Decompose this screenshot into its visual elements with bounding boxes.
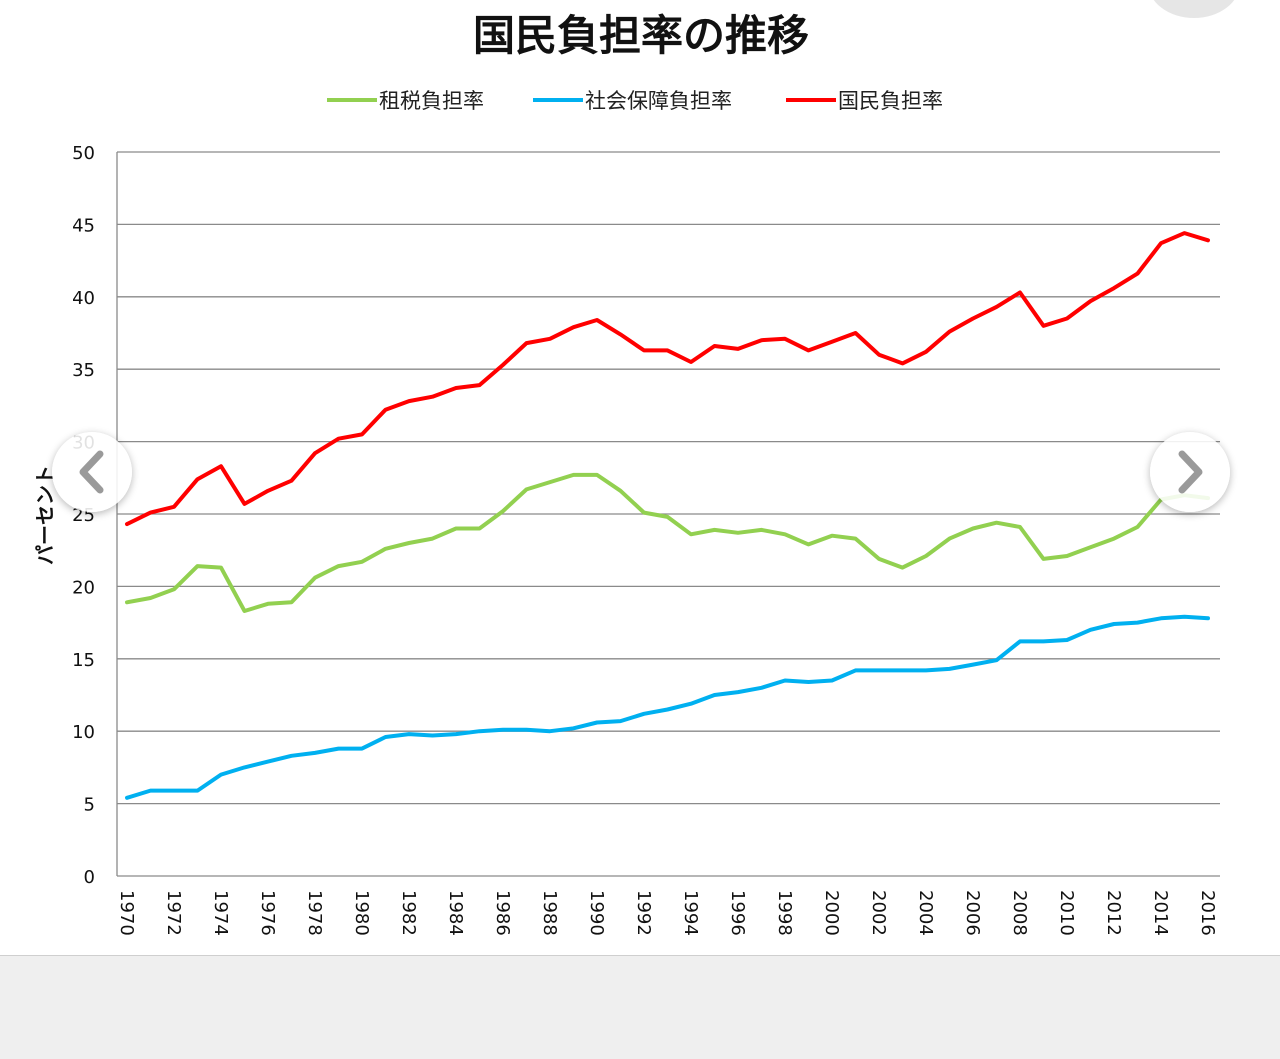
- x-tick-label: 2014: [1150, 890, 1171, 936]
- x-tick-label: 2010: [1056, 890, 1077, 936]
- y-axis-ticks: 05101520253035404550: [72, 143, 95, 888]
- x-tick-label: 1994: [680, 890, 701, 936]
- x-tick-label: 1970: [116, 890, 137, 936]
- carousel-prev-button[interactable]: [52, 432, 132, 512]
- x-tick-label: 2000: [821, 890, 842, 936]
- chevron-left-icon: [79, 450, 104, 494]
- legend: 租税負担率 社会保障負担率 国民負担率: [327, 89, 943, 113]
- x-tick-label: 1984: [445, 890, 466, 936]
- x-tick-label: 1980: [351, 890, 372, 936]
- y-tick-label: 50: [72, 143, 95, 164]
- x-tick-label: 1982: [398, 890, 419, 936]
- legend-label-1: 社会保障負担率: [585, 89, 732, 113]
- carousel-next-button[interactable]: [1150, 432, 1230, 512]
- series-line-1: [125, 614, 1210, 800]
- x-tick-label: 1978: [304, 890, 325, 936]
- legend-label-2: 国民負担率: [838, 89, 943, 113]
- y-tick-label: 20: [72, 577, 95, 598]
- series-lines: [125, 231, 1210, 800]
- x-tick-label: 2016: [1197, 890, 1218, 936]
- x-tick-label: 2004: [915, 890, 936, 936]
- gridlines: [116, 151, 1220, 877]
- chart-panel: 国民負担率の推移 租税負担率 社会保障負担率 国民負担率 0 5 10 15 20 25 3…: [0, 0, 1280, 956]
- series-line-0: [125, 472, 1210, 613]
- y-tick-label: 45: [72, 215, 95, 236]
- x-tick-label: 2008: [1009, 890, 1030, 936]
- x-tick-label: 1990: [586, 890, 607, 936]
- y-tick-label: 15: [72, 650, 95, 671]
- x-tick-label: 2006: [962, 890, 983, 936]
- x-tick-label: 1976: [257, 890, 278, 936]
- x-tick-label: 1988: [539, 890, 560, 936]
- x-tick-label: 1998: [774, 890, 795, 936]
- chart-title: 国民負担率の推移: [473, 11, 809, 60]
- x-tick-label: 1974: [210, 890, 231, 936]
- x-tick-label: 2012: [1103, 890, 1124, 936]
- x-tick-label: 2002: [868, 890, 889, 936]
- x-tick-label: 1972: [163, 890, 184, 936]
- legend-label-0: 租税負担率: [379, 89, 484, 113]
- x-tick-label: 1986: [492, 890, 513, 936]
- y-tick-label: 5: [84, 795, 95, 816]
- series-line-2: [125, 231, 1210, 527]
- y-tick-label: 0: [84, 867, 95, 888]
- y-tick-label: 35: [72, 360, 95, 381]
- x-axis-ticks: 1970 1972 1974 1976 1978 1980 1982 1984 1986 1988…: [116, 890, 1218, 936]
- chevron-right-icon: [1178, 450, 1203, 494]
- x-tick-label: 1992: [633, 890, 654, 936]
- y-tick-label: 40: [72, 288, 95, 309]
- x-tick-label: 1996: [727, 890, 748, 936]
- line-chart: 国民負担率の推移 租税負担率 社会保障負担率 国民負担率 05101520253…: [33, 11, 1220, 936]
- y-tick-label: 10: [72, 722, 95, 743]
